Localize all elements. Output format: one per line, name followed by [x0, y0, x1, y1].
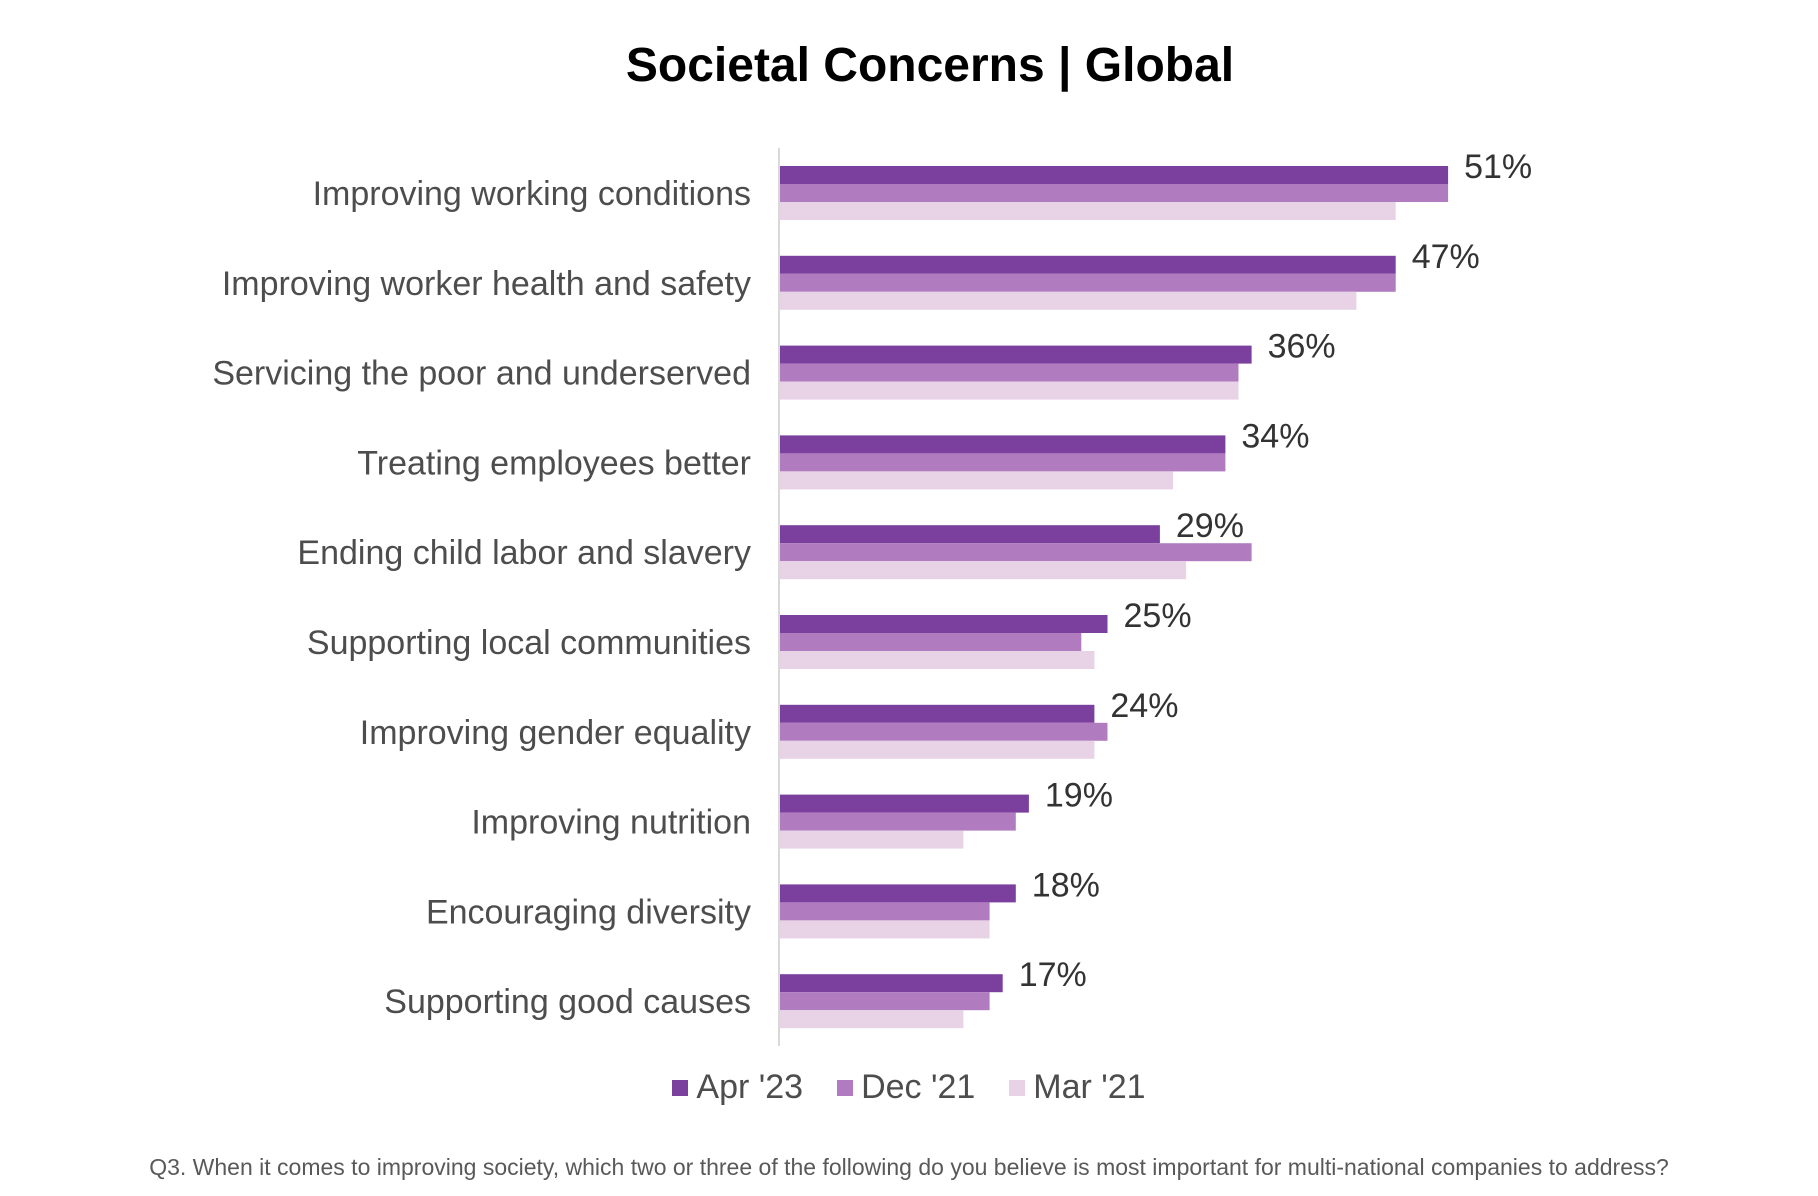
bar-1-7: [780, 704, 1095, 723]
footnote: Q3. When it comes to improving society, …: [149, 1154, 1669, 1180]
category-label: Ending child labor and slavery: [297, 534, 751, 572]
legend-label: Mar '21: [1033, 1068, 1146, 1106]
bar-1-10: [780, 974, 1003, 993]
legend-item: Dec '21: [837, 1068, 975, 1107]
bar-3-1: [780, 202, 1396, 220]
bar-2-8: [780, 812, 1016, 831]
category-label: Supporting good causes: [384, 983, 751, 1021]
bar-chart: Improving working conditions 51% Improving…: [212, 148, 1532, 1046]
bar-3-2: [780, 291, 1357, 310]
bar-1-8: [780, 794, 1029, 813]
category-label: Servicing the poor and underserved: [212, 355, 751, 393]
data-label: 18%: [1032, 866, 1100, 904]
data-label: 36%: [1268, 328, 1336, 366]
bar-2-1: [780, 184, 1449, 202]
category-label: Encouraging diversity: [426, 893, 751, 931]
legend-item: Apr '23: [672, 1068, 803, 1107]
bar-2-7: [780, 722, 1108, 741]
data-label: 29%: [1176, 507, 1244, 545]
bar-1-6: [780, 615, 1108, 633]
legend-item: Mar '21: [1009, 1068, 1146, 1107]
category-label: Supporting local communities: [307, 624, 751, 662]
data-label: 34%: [1241, 417, 1309, 455]
legend-swatch: [672, 1079, 689, 1096]
bar-3-7: [780, 740, 1095, 759]
bar-1-9: [780, 884, 1016, 903]
category-label: Improving worker health and safety: [222, 265, 751, 303]
category-label: Improving nutrition: [471, 804, 751, 842]
legend: Apr '23 Dec '21 Mar '21: [0, 1068, 1818, 1107]
data-label: 25%: [1124, 597, 1192, 635]
bar-3-8: [780, 830, 964, 849]
bar-1-1: [780, 166, 1449, 184]
bar-2-10: [780, 992, 990, 1011]
bar-1-3: [780, 345, 1252, 364]
bar-2-6: [780, 633, 1082, 651]
bar-1-4: [780, 435, 1226, 454]
legend-swatch: [837, 1079, 854, 1096]
bar-3-10: [780, 1010, 964, 1029]
data-label: 47%: [1412, 238, 1480, 276]
bar-3-9: [780, 920, 990, 939]
bar-2-5: [780, 543, 1252, 562]
data-label: 24%: [1110, 687, 1178, 725]
bar-1-2: [780, 255, 1396, 274]
legend-label: Dec '21: [861, 1068, 976, 1106]
data-label: 19%: [1045, 777, 1113, 815]
bar-3-6: [780, 651, 1095, 669]
bar-2-3: [780, 363, 1239, 382]
category-label: Improving gender equality: [360, 714, 751, 752]
data-label: 17%: [1019, 956, 1087, 994]
data-label: 51%: [1464, 148, 1532, 186]
bar-1-5: [780, 525, 1160, 544]
bar-2-4: [780, 453, 1226, 472]
bar-2-9: [780, 902, 990, 921]
category-label: Improving working conditions: [313, 175, 751, 213]
category-label: Treating employees better: [357, 444, 751, 482]
bar-3-4: [780, 471, 1173, 490]
legend-swatch: [1009, 1079, 1026, 1096]
legend-label: Apr '23: [696, 1068, 804, 1106]
chart-title: Societal Concerns | Global: [625, 39, 1235, 92]
bar-3-5: [780, 561, 1187, 580]
bar-2-2: [780, 273, 1396, 292]
bar-3-3: [780, 381, 1239, 400]
